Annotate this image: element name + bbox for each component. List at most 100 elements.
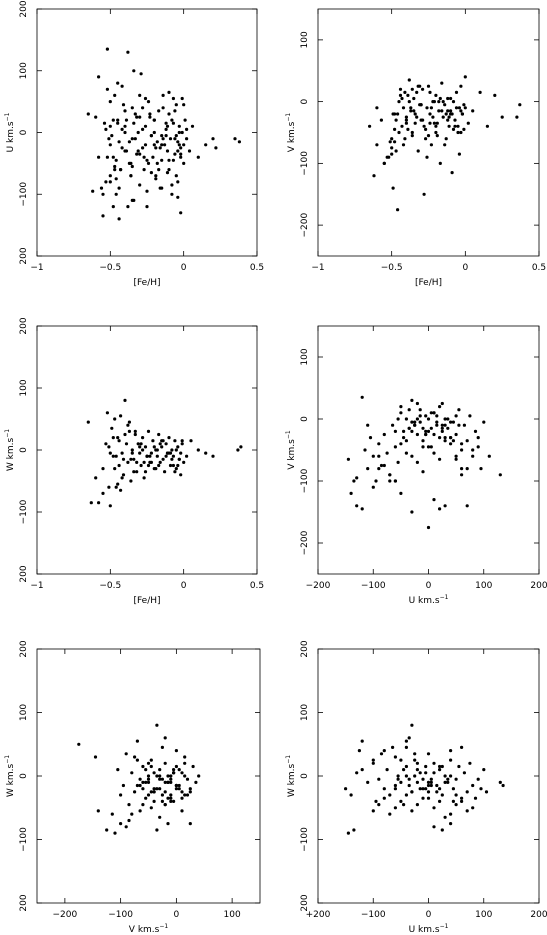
data-point bbox=[101, 192, 105, 196]
y-axis-label: W km.s−1 bbox=[4, 429, 16, 471]
data-point bbox=[130, 771, 134, 775]
data-point bbox=[426, 84, 431, 88]
data-point bbox=[421, 445, 425, 449]
data-point bbox=[379, 752, 384, 756]
data-point bbox=[438, 96, 442, 101]
data-point bbox=[165, 124, 170, 128]
data-point bbox=[419, 103, 423, 107]
data-point bbox=[404, 745, 408, 750]
x-tick-label: 0.5 bbox=[532, 263, 546, 273]
data-point bbox=[390, 152, 394, 156]
data-point bbox=[176, 140, 180, 144]
x-tick-label: +200 bbox=[306, 910, 331, 920]
data-point bbox=[465, 809, 469, 813]
data-point bbox=[431, 115, 435, 119]
data-point bbox=[129, 479, 133, 483]
x-tick-label: 0 bbox=[426, 581, 432, 591]
data-point bbox=[124, 118, 129, 122]
data-point bbox=[172, 771, 176, 775]
x-tick-label: −100 bbox=[361, 910, 386, 920]
data-point bbox=[415, 460, 419, 464]
data-point bbox=[146, 793, 151, 797]
data-point bbox=[169, 796, 173, 800]
data-point bbox=[456, 130, 460, 135]
data-point bbox=[371, 809, 375, 813]
data-point bbox=[391, 112, 395, 116]
data-point bbox=[398, 87, 403, 91]
data-point bbox=[406, 93, 410, 97]
data-point bbox=[424, 771, 428, 775]
data-points bbox=[344, 723, 505, 835]
data-point bbox=[438, 787, 442, 791]
data-point bbox=[97, 501, 101, 505]
data-point bbox=[515, 115, 519, 119]
data-point bbox=[449, 442, 453, 446]
data-point bbox=[163, 761, 167, 765]
data-point bbox=[375, 106, 379, 110]
data-point bbox=[374, 479, 378, 483]
data-point bbox=[363, 448, 367, 452]
data-point bbox=[99, 186, 104, 190]
data-point bbox=[421, 470, 425, 474]
data-point bbox=[158, 815, 162, 819]
data-point bbox=[447, 115, 451, 119]
y-tick-label: −100 bbox=[19, 499, 29, 524]
data-point bbox=[429, 411, 433, 415]
data-point bbox=[141, 127, 145, 131]
y-axis-label: V km.s−1 bbox=[285, 430, 297, 470]
data-point bbox=[371, 761, 375, 765]
scatter-plot-1: −1 −0.5 0 0.5 200 −100 0 100 200 [Fe/H] U km.s−1 bbox=[4, 0, 264, 288]
data-point bbox=[169, 780, 173, 785]
data-point bbox=[451, 420, 455, 424]
data-point bbox=[449, 758, 453, 762]
data-point bbox=[120, 84, 124, 88]
data-point bbox=[447, 124, 451, 128]
data-point bbox=[167, 436, 171, 440]
data-point bbox=[139, 442, 143, 446]
data-point bbox=[176, 445, 180, 449]
data-point bbox=[479, 787, 483, 791]
data-point bbox=[426, 134, 431, 138]
x-tick-label: 100 bbox=[224, 910, 241, 920]
data-point bbox=[456, 124, 460, 128]
data-point bbox=[152, 143, 156, 147]
data-point bbox=[105, 87, 109, 91]
data-point bbox=[144, 768, 148, 772]
data-point bbox=[94, 115, 98, 119]
data-point bbox=[415, 432, 419, 437]
data-point bbox=[104, 127, 108, 131]
data-point bbox=[466, 121, 470, 125]
data-point bbox=[180, 790, 184, 794]
data-point bbox=[171, 454, 175, 458]
data-point bbox=[444, 137, 448, 141]
y-tick-label: −100 bbox=[300, 468, 310, 493]
data-point bbox=[396, 112, 400, 116]
data-point bbox=[168, 137, 173, 141]
data-point bbox=[132, 69, 136, 73]
data-point bbox=[410, 130, 414, 135]
data-point bbox=[415, 90, 419, 94]
data-point bbox=[468, 414, 472, 418]
data-point bbox=[171, 96, 175, 101]
data-point bbox=[121, 783, 125, 788]
data-point bbox=[174, 787, 178, 791]
data-point bbox=[444, 112, 448, 116]
data-point bbox=[97, 155, 101, 159]
data-point bbox=[114, 192, 118, 196]
data-point bbox=[438, 436, 442, 440]
data-point bbox=[158, 774, 162, 778]
data-point bbox=[382, 796, 386, 800]
data-point bbox=[454, 454, 458, 458]
data-point bbox=[169, 799, 173, 804]
data-point bbox=[374, 799, 378, 804]
x-tick-label: 0.5 bbox=[250, 581, 264, 591]
data-point bbox=[426, 790, 431, 794]
x-tick-label: −0.5 bbox=[381, 263, 403, 273]
data-point bbox=[404, 764, 408, 769]
data-point bbox=[471, 448, 475, 452]
data-point bbox=[185, 137, 189, 141]
data-point bbox=[144, 796, 148, 800]
data-point bbox=[372, 174, 376, 178]
data-point bbox=[440, 426, 444, 430]
x-tick-label: −0.5 bbox=[99, 581, 121, 591]
